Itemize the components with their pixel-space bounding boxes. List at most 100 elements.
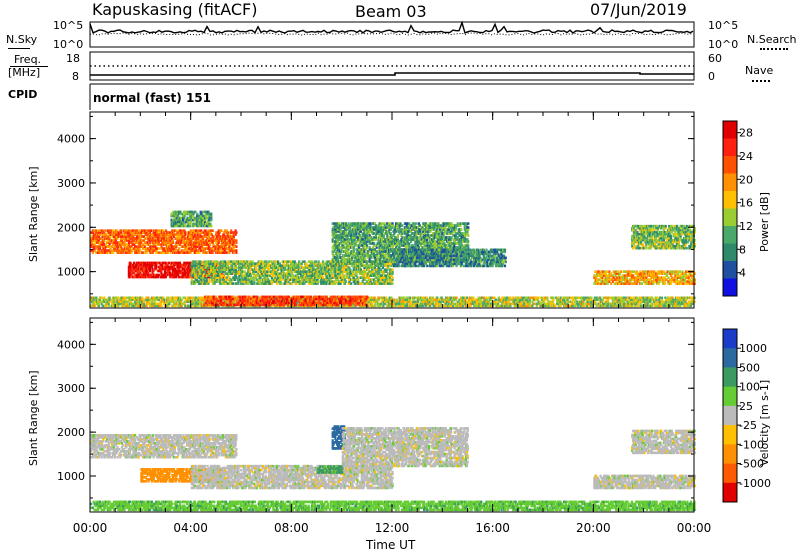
echo-cell [226,243,229,246]
echo-cell [199,247,202,250]
echo-cell [267,264,270,267]
echo-cell [266,272,269,275]
echo-cell [142,261,145,265]
echo-cell [204,229,207,232]
echo-cell [226,278,229,281]
echo-cell [146,263,149,267]
echo-cell [224,247,227,250]
echo-cell [248,280,251,283]
echo-cell [391,270,394,273]
echo-cell [98,233,101,236]
echo-cell [223,231,226,234]
echo-cell [335,252,338,255]
echo-cell [155,263,158,267]
echo-cell [105,243,108,246]
echo-cell [366,240,369,243]
echo-cell [369,226,372,229]
echo-cell [127,239,131,242]
echo-cell [361,244,364,247]
echo-cell [90,235,94,238]
echo-cell [343,240,346,243]
echo-cell [201,245,204,248]
echo-cell [147,237,150,240]
echo-cell [191,224,194,228]
nsearch-line-key [760,48,788,50]
echo-cell [198,241,201,244]
echo-cell [199,210,202,214]
echo-cell [336,272,340,275]
echo-cell [368,234,371,237]
echo-cell [187,224,190,228]
echo-cell [373,242,376,245]
echo-cell [340,246,343,249]
echo-cell [126,229,129,232]
echo-cell [277,280,281,283]
echo-cell [355,232,358,235]
echo-cell [173,249,176,252]
echo-cell [93,247,96,250]
echo-cell [356,260,359,263]
echo-cell [190,237,193,240]
echo-cell [368,258,371,261]
echo-cell [321,276,325,279]
echo-cell [251,282,254,285]
echo-cell [184,212,187,216]
echo-cell [115,235,118,238]
echo-cell [211,251,214,254]
echo-cell [116,241,119,244]
echo-cell [334,266,337,269]
echo-cell [321,260,325,263]
echo-cell [192,237,195,240]
echo-cell [104,251,107,254]
echo-cell [105,251,109,254]
echo-cell [327,270,330,273]
echo-cell [369,224,372,227]
echo-cell [167,237,170,240]
echo-cell [266,282,269,285]
echo-cell [247,274,251,277]
echo-cell [193,268,196,271]
echo-cell [197,216,200,220]
echo-cell [240,276,244,279]
echo-cell [231,266,234,269]
echo-cell [358,260,362,263]
echo-cell [133,273,137,277]
echo-cell [204,212,208,216]
echo-cell [331,240,334,243]
echo-cell [144,243,147,246]
echo-cell [370,238,373,241]
echo-cell [355,272,358,275]
echo-cell [366,280,369,283]
echo-cell [357,270,360,273]
echo-cell [227,282,230,285]
echo-cell [169,275,172,279]
echo-cell [216,239,219,242]
echo-cell [341,222,344,225]
echo-cell [342,260,345,263]
echo-cell [331,234,334,237]
echo-cell [242,282,245,285]
echo-cell [161,237,164,240]
echo-cell [206,243,209,246]
echo-cell [206,231,209,234]
echo-cell [333,230,336,233]
echo-cell [127,233,130,236]
echo-cell [204,233,207,236]
echo-cell [172,235,175,238]
echo-cell [168,261,171,265]
echo-cell [200,235,203,238]
echo-cell [176,233,179,236]
echo-cell [151,241,154,244]
echo-cell [175,275,178,279]
echo-cell [210,280,214,283]
echo-cell [228,280,231,283]
echo-cell [229,233,232,236]
echo-cell [157,251,160,254]
echo-cell [257,278,260,281]
echo-cell [269,274,272,277]
echo-cell [185,251,188,254]
echo-cell [145,267,148,271]
echo-cell [160,245,163,248]
echo-cell [335,274,338,277]
echo-cell [209,237,212,240]
